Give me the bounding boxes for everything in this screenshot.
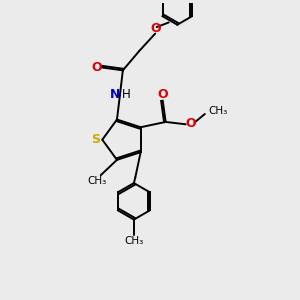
Text: N: N <box>110 88 120 101</box>
Text: O: O <box>157 88 168 101</box>
Text: S: S <box>91 133 100 146</box>
Text: H: H <box>122 88 131 101</box>
Text: O: O <box>91 61 102 74</box>
Text: CH₃: CH₃ <box>88 176 107 186</box>
Text: O: O <box>150 22 160 35</box>
Text: CH₃: CH₃ <box>124 236 143 246</box>
Text: O: O <box>186 118 196 130</box>
Text: CH₃: CH₃ <box>208 106 228 116</box>
